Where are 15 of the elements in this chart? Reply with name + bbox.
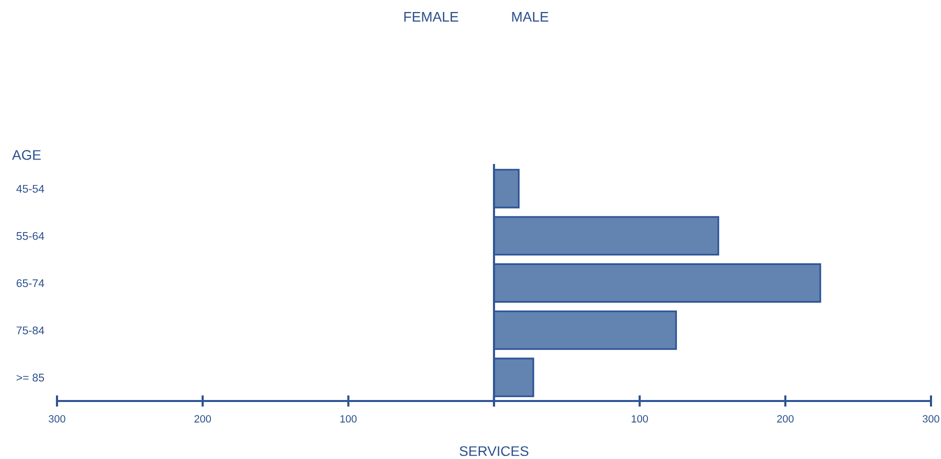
x-tick-label: 100 (340, 415, 357, 423)
chart-title: MALE (512, 12, 548, 22)
y-tick-label: >= 85 (16, 374, 44, 382)
chart-title: FEMALE (404, 12, 458, 22)
x-tick-label: 300 (922, 415, 940, 423)
y-tick-label: 75-84 (16, 326, 44, 334)
y-tick-label: 45-54 (16, 184, 44, 193)
x-tick-label: 200 (777, 415, 794, 423)
y-tick-label: 55-64 (16, 232, 44, 240)
y-tick-label: 65-74 (16, 279, 44, 288)
x-tick-label: 200 (194, 415, 211, 423)
y-axis-title: AGE (12, 150, 41, 160)
x-tick-label: 300 (48, 415, 66, 423)
x-axis-title: SERVICES (460, 446, 528, 456)
x-tick-label: 100 (632, 415, 648, 423)
